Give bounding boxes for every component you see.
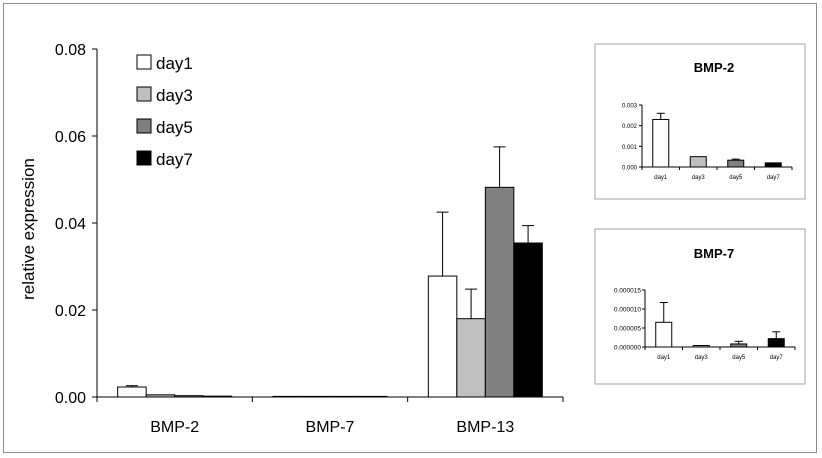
inset-y-tick-label: 0.002 (622, 124, 638, 130)
main-y-tick-label: 0.02 (55, 303, 86, 320)
inset-x-tick-label: day5 (732, 355, 746, 361)
inset-bmp7-title: BMP-7 (694, 246, 734, 261)
main-y-tick-label: 0.08 (55, 42, 86, 59)
inset-bmp7-axes: 0.000000 0.000005 0.000010 0.000015 day1 day3… (614, 288, 796, 361)
inset-bar-day7 (764, 162, 782, 168)
main-bar-day5 (174, 395, 204, 398)
main-bar-day7 (202, 395, 233, 398)
inset-bar-day1 (652, 118, 670, 168)
legend-label-day1: day1 (156, 54, 193, 73)
legend-label-day3: day3 (156, 86, 193, 105)
inset-x-tick-label: day7 (767, 175, 781, 181)
inset-bmp7-border (594, 228, 806, 385)
inset-bar-day5 (727, 159, 745, 168)
inset-x-tick-label: day1 (657, 355, 671, 361)
inset-bar-day3 (692, 345, 710, 348)
inset-y-tick-label: 0.003 (622, 104, 638, 110)
legend-swatch-day1 (136, 54, 152, 70)
inset-bmp2-title: BMP-2 (694, 60, 734, 75)
main-bars (117, 146, 543, 398)
inset-x-tick-label: day5 (729, 175, 743, 181)
main-y-tick-label: 0.00 (55, 390, 86, 407)
inset-y-tick-label: 0.000 (622, 166, 638, 172)
main-bar-day1 (427, 275, 458, 398)
legend-label-day7: day7 (156, 150, 193, 169)
legend-label-day5: day5 (156, 118, 193, 137)
main-bar-day3 (145, 394, 176, 398)
inset-bmp2-chart: BMP-2 0.000 0.001 0.002 0.003 day1 day3 day5 da… (594, 43, 806, 200)
legend-swatch-day3 (136, 86, 152, 102)
main-y-axis-label: relative expression (19, 158, 38, 300)
main-bar-chart: relative expression 0.00 0.02 0.04 0.06 0.08… (19, 42, 564, 436)
main-x-tick-label: BMP-7 (306, 419, 355, 436)
inset-bar-day7 (767, 338, 785, 348)
inset-bmp2-bars (652, 112, 782, 168)
inset-y-tick-label: 0.000000 (614, 345, 641, 352)
main-bar-day1 (272, 395, 302, 398)
inset-y-tick-label: 0.000005 (614, 326, 641, 333)
main-y-tick-label: 0.06 (55, 129, 86, 146)
inset-y-tick-label: 0.000010 (614, 307, 641, 314)
main-bar-day7 (513, 242, 543, 398)
main-legend: day1 day3 day5 day7 (136, 54, 193, 169)
main-bar-day7 (358, 395, 388, 398)
legend-swatch-day7 (136, 150, 152, 166)
main-bar-day3 (456, 318, 486, 398)
inset-bar-day1 (655, 321, 673, 348)
main-bar-day1 (117, 386, 147, 398)
main-y-tick-label: 0.04 (55, 216, 86, 233)
inset-x-tick-label: day3 (692, 175, 706, 181)
inset-x-tick-label: day3 (695, 355, 709, 361)
inset-y-tick-label: 0.001 (622, 145, 638, 151)
inset-bmp7-chart: BMP-7 0.000000 0.000005 0.000010 0.000015 da… (594, 228, 806, 385)
inset-x-tick-label: day7 (770, 355, 784, 361)
main-bar-day5 (484, 186, 515, 398)
main-axes: 0.00 0.02 0.04 0.06 0.08 BMP-2 BMP-7 BMP-13 (55, 42, 564, 436)
main-bar-day3 (301, 395, 331, 398)
inset-bmp7-bars (655, 302, 785, 348)
main-x-tick-label: BMP-2 (150, 419, 199, 436)
inset-y-tick-label: 0.000015 (614, 288, 641, 295)
legend-swatch-day5 (136, 118, 152, 134)
inset-x-tick-label: day1 (654, 175, 668, 181)
main-x-tick-label: BMP-13 (456, 419, 514, 436)
inset-bmp2-border (594, 43, 806, 200)
main-bar-day5 (329, 395, 359, 398)
inset-bar-day5 (730, 343, 748, 348)
inset-bar-day3 (689, 156, 707, 168)
